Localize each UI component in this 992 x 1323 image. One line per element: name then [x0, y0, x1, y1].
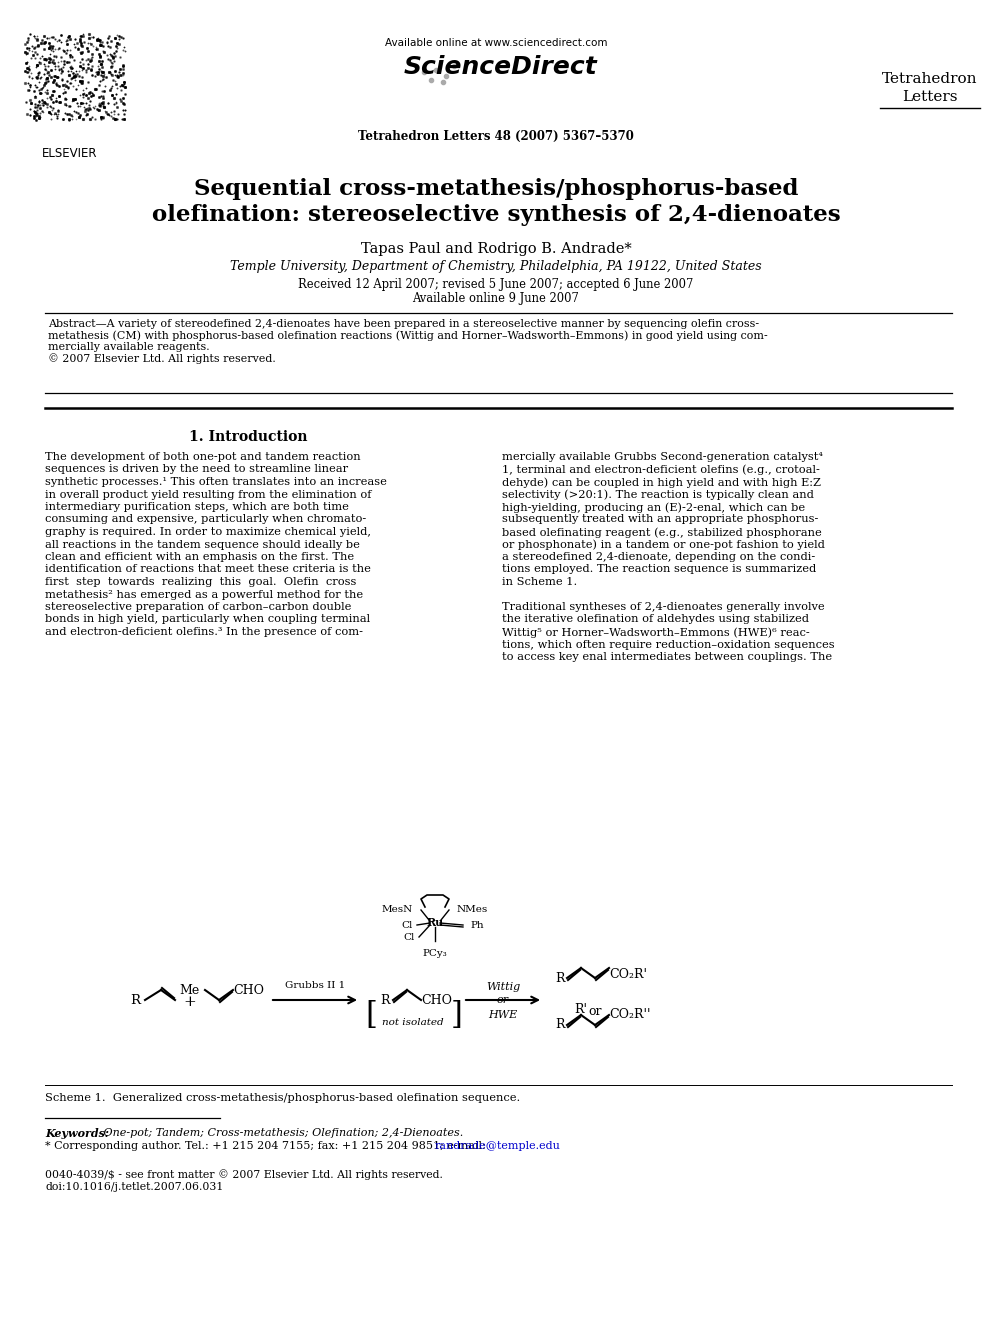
Text: ScienceDirect: ScienceDirect: [404, 56, 598, 79]
Text: in overall product yield resulting from the elimination of: in overall product yield resulting from …: [45, 490, 371, 500]
Text: and electron-deficient olefins.³ In the presence of com-: and electron-deficient olefins.³ In the …: [45, 627, 363, 636]
Text: * Corresponding author. Tel.: +1 215 204 7155; fax: +1 215 204 9851; e-mail:: * Corresponding author. Tel.: +1 215 204…: [45, 1140, 489, 1151]
Text: the iterative olefination of aldehydes using stabilized: the iterative olefination of aldehydes u…: [502, 614, 809, 624]
Text: doi:10.1016/j.tetlet.2007.06.031: doi:10.1016/j.tetlet.2007.06.031: [45, 1181, 223, 1192]
Text: Abstract—A variety of stereodefined 2,4-dienoates have been prepared in a stereo: Abstract—A variety of stereodefined 2,4-…: [48, 319, 759, 329]
Text: NMes: NMes: [457, 905, 488, 914]
Text: metathesis² has emerged as a powerful method for the: metathesis² has emerged as a powerful me…: [45, 590, 363, 599]
Text: mercially available reagents.: mercially available reagents.: [48, 343, 209, 352]
Text: consuming and expensive, particularly when chromato-: consuming and expensive, particularly wh…: [45, 515, 366, 524]
Text: MesN: MesN: [382, 905, 413, 914]
Text: Ph: Ph: [470, 921, 484, 930]
Text: Cl: Cl: [404, 933, 415, 942]
Text: CO₂R': CO₂R': [609, 967, 647, 980]
Text: tions employed. The reaction sequence is summarized: tions employed. The reaction sequence is…: [502, 565, 816, 574]
Text: bonds in high yield, particularly when coupling terminal: bonds in high yield, particularly when c…: [45, 614, 370, 624]
Text: CO₂R'': CO₂R'': [609, 1008, 651, 1021]
Text: R: R: [380, 994, 390, 1007]
Text: R: R: [555, 971, 564, 984]
Text: all reactions in the tandem sequence should ideally be: all reactions in the tandem sequence sho…: [45, 540, 360, 549]
Text: a stereodefined 2,4-dienoate, depending on the condi-: a stereodefined 2,4-dienoate, depending …: [502, 552, 815, 562]
Text: © 2007 Elsevier Ltd. All rights reserved.: © 2007 Elsevier Ltd. All rights reserved…: [48, 353, 276, 364]
Text: randrade@temple.edu: randrade@temple.edu: [435, 1140, 560, 1151]
Text: Me: Me: [180, 983, 200, 996]
Text: Letters: Letters: [903, 90, 957, 105]
Text: Tapas Paul and Rodrigo B. Andrade*: Tapas Paul and Rodrigo B. Andrade*: [361, 242, 631, 255]
Text: Sequential cross-metathesis/phosphorus-based: Sequential cross-metathesis/phosphorus-b…: [193, 179, 799, 200]
Text: tions, which often require reduction–oxidation sequences: tions, which often require reduction–oxi…: [502, 639, 834, 650]
Text: Cl: Cl: [402, 921, 413, 930]
Text: Temple University, Department of Chemistry, Philadelphia, PA 19122, United State: Temple University, Department of Chemist…: [230, 261, 762, 273]
Text: or: or: [588, 1005, 602, 1017]
Text: Wittig: Wittig: [486, 982, 520, 992]
Text: to access key enal intermediates between couplings. The: to access key enal intermediates between…: [502, 652, 832, 662]
Text: or: or: [497, 995, 509, 1005]
Text: Wittig⁵ or Horner–Wadsworth–Emmons (HWE)⁶ reac-: Wittig⁵ or Horner–Wadsworth–Emmons (HWE)…: [502, 627, 809, 638]
Text: +: +: [183, 995, 195, 1009]
Text: ELSEVIER: ELSEVIER: [43, 147, 98, 160]
Text: synthetic processes.¹ This often translates into an increase: synthetic processes.¹ This often transla…: [45, 478, 387, 487]
Text: in Scheme 1.: in Scheme 1.: [502, 577, 577, 587]
Text: Traditional syntheses of 2,4-dienoates generally involve: Traditional syntheses of 2,4-dienoates g…: [502, 602, 824, 613]
Text: The development of both one-pot and tandem reaction: The development of both one-pot and tand…: [45, 452, 361, 462]
Text: R: R: [555, 1019, 564, 1032]
Text: Tetrahedron Letters 48 (2007) 5367–5370: Tetrahedron Letters 48 (2007) 5367–5370: [358, 130, 634, 143]
Text: PCy₃: PCy₃: [423, 949, 447, 958]
Text: Keywords:: Keywords:: [45, 1129, 109, 1139]
Text: selectivity (>20:1). The reaction is typically clean and: selectivity (>20:1). The reaction is typ…: [502, 490, 813, 500]
Text: not isolated: not isolated: [382, 1017, 443, 1027]
Text: graphy is required. In order to maximize chemical yield,: graphy is required. In order to maximize…: [45, 527, 371, 537]
Text: R: R: [130, 994, 140, 1007]
Text: Available online 9 June 2007: Available online 9 June 2007: [413, 292, 579, 306]
Text: sequences is driven by the need to streamline linear: sequences is driven by the need to strea…: [45, 464, 348, 475]
Text: Tetrahedron: Tetrahedron: [882, 71, 978, 86]
Text: clean and efficient with an emphasis on the first. The: clean and efficient with an emphasis on …: [45, 552, 354, 562]
Text: or phosphonate) in a tandem or one-pot fashion to yield: or phosphonate) in a tandem or one-pot f…: [502, 540, 825, 550]
Text: dehyde) can be coupled in high yield and with high E:Z: dehyde) can be coupled in high yield and…: [502, 478, 821, 488]
Text: R': R': [574, 1003, 587, 1016]
Text: mercially available Grubbs Second-generation catalyst⁴: mercially available Grubbs Second-genera…: [502, 452, 823, 462]
Text: [: [: [365, 999, 377, 1031]
Text: subsequently treated with an appropriate phosphorus-: subsequently treated with an appropriate…: [502, 515, 818, 524]
Text: CHO: CHO: [233, 983, 264, 996]
Text: 1. Introduction: 1. Introduction: [188, 430, 308, 445]
Text: Available online at www.sciencedirect.com: Available online at www.sciencedirect.co…: [385, 38, 607, 48]
Text: CHO: CHO: [421, 994, 452, 1007]
Text: ]: ]: [451, 999, 463, 1031]
Text: first  step  towards  realizing  this  goal.  Olefin  cross: first step towards realizing this goal. …: [45, 577, 356, 587]
Text: intermediary purification steps, which are both time: intermediary purification steps, which a…: [45, 501, 349, 512]
Text: metathesis (CM) with phosphorus-based olefination reactions (Wittig and Horner–W: metathesis (CM) with phosphorus-based ol…: [48, 331, 768, 341]
Text: HWE: HWE: [488, 1009, 518, 1020]
Text: 0040-4039/$ - see front matter © 2007 Elsevier Ltd. All rights reserved.: 0040-4039/$ - see front matter © 2007 El…: [45, 1170, 442, 1180]
Text: olefination: stereoselective synthesis of 2,4-dienoates: olefination: stereoselective synthesis o…: [152, 204, 840, 226]
Text: high-yielding, producing an (E)-2-enal, which can be: high-yielding, producing an (E)-2-enal, …: [502, 501, 806, 512]
Text: Ru: Ru: [427, 917, 443, 929]
Text: Grubbs II 1: Grubbs II 1: [285, 980, 345, 990]
Text: based olefinating reagent (e.g., stabilized phosphorane: based olefinating reagent (e.g., stabili…: [502, 527, 821, 537]
Text: Scheme 1.  Generalized cross-metathesis/phosphorus-based olefination sequence.: Scheme 1. Generalized cross-metathesis/p…: [45, 1093, 520, 1103]
Text: stereoselective preparation of carbon–carbon double: stereoselective preparation of carbon–ca…: [45, 602, 351, 613]
Text: One-pot; Tandem; Cross-metathesis; Olefination; 2,4-Dienoates.: One-pot; Tandem; Cross-metathesis; Olefi…: [100, 1129, 463, 1138]
Text: Received 12 April 2007; revised 5 June 2007; accepted 6 June 2007: Received 12 April 2007; revised 5 June 2…: [299, 278, 693, 291]
Text: identification of reactions that meet these criteria is the: identification of reactions that meet th…: [45, 565, 371, 574]
Text: 1, terminal and electron-deficient olefins (e.g., crotoal-: 1, terminal and electron-deficient olefi…: [502, 464, 819, 475]
